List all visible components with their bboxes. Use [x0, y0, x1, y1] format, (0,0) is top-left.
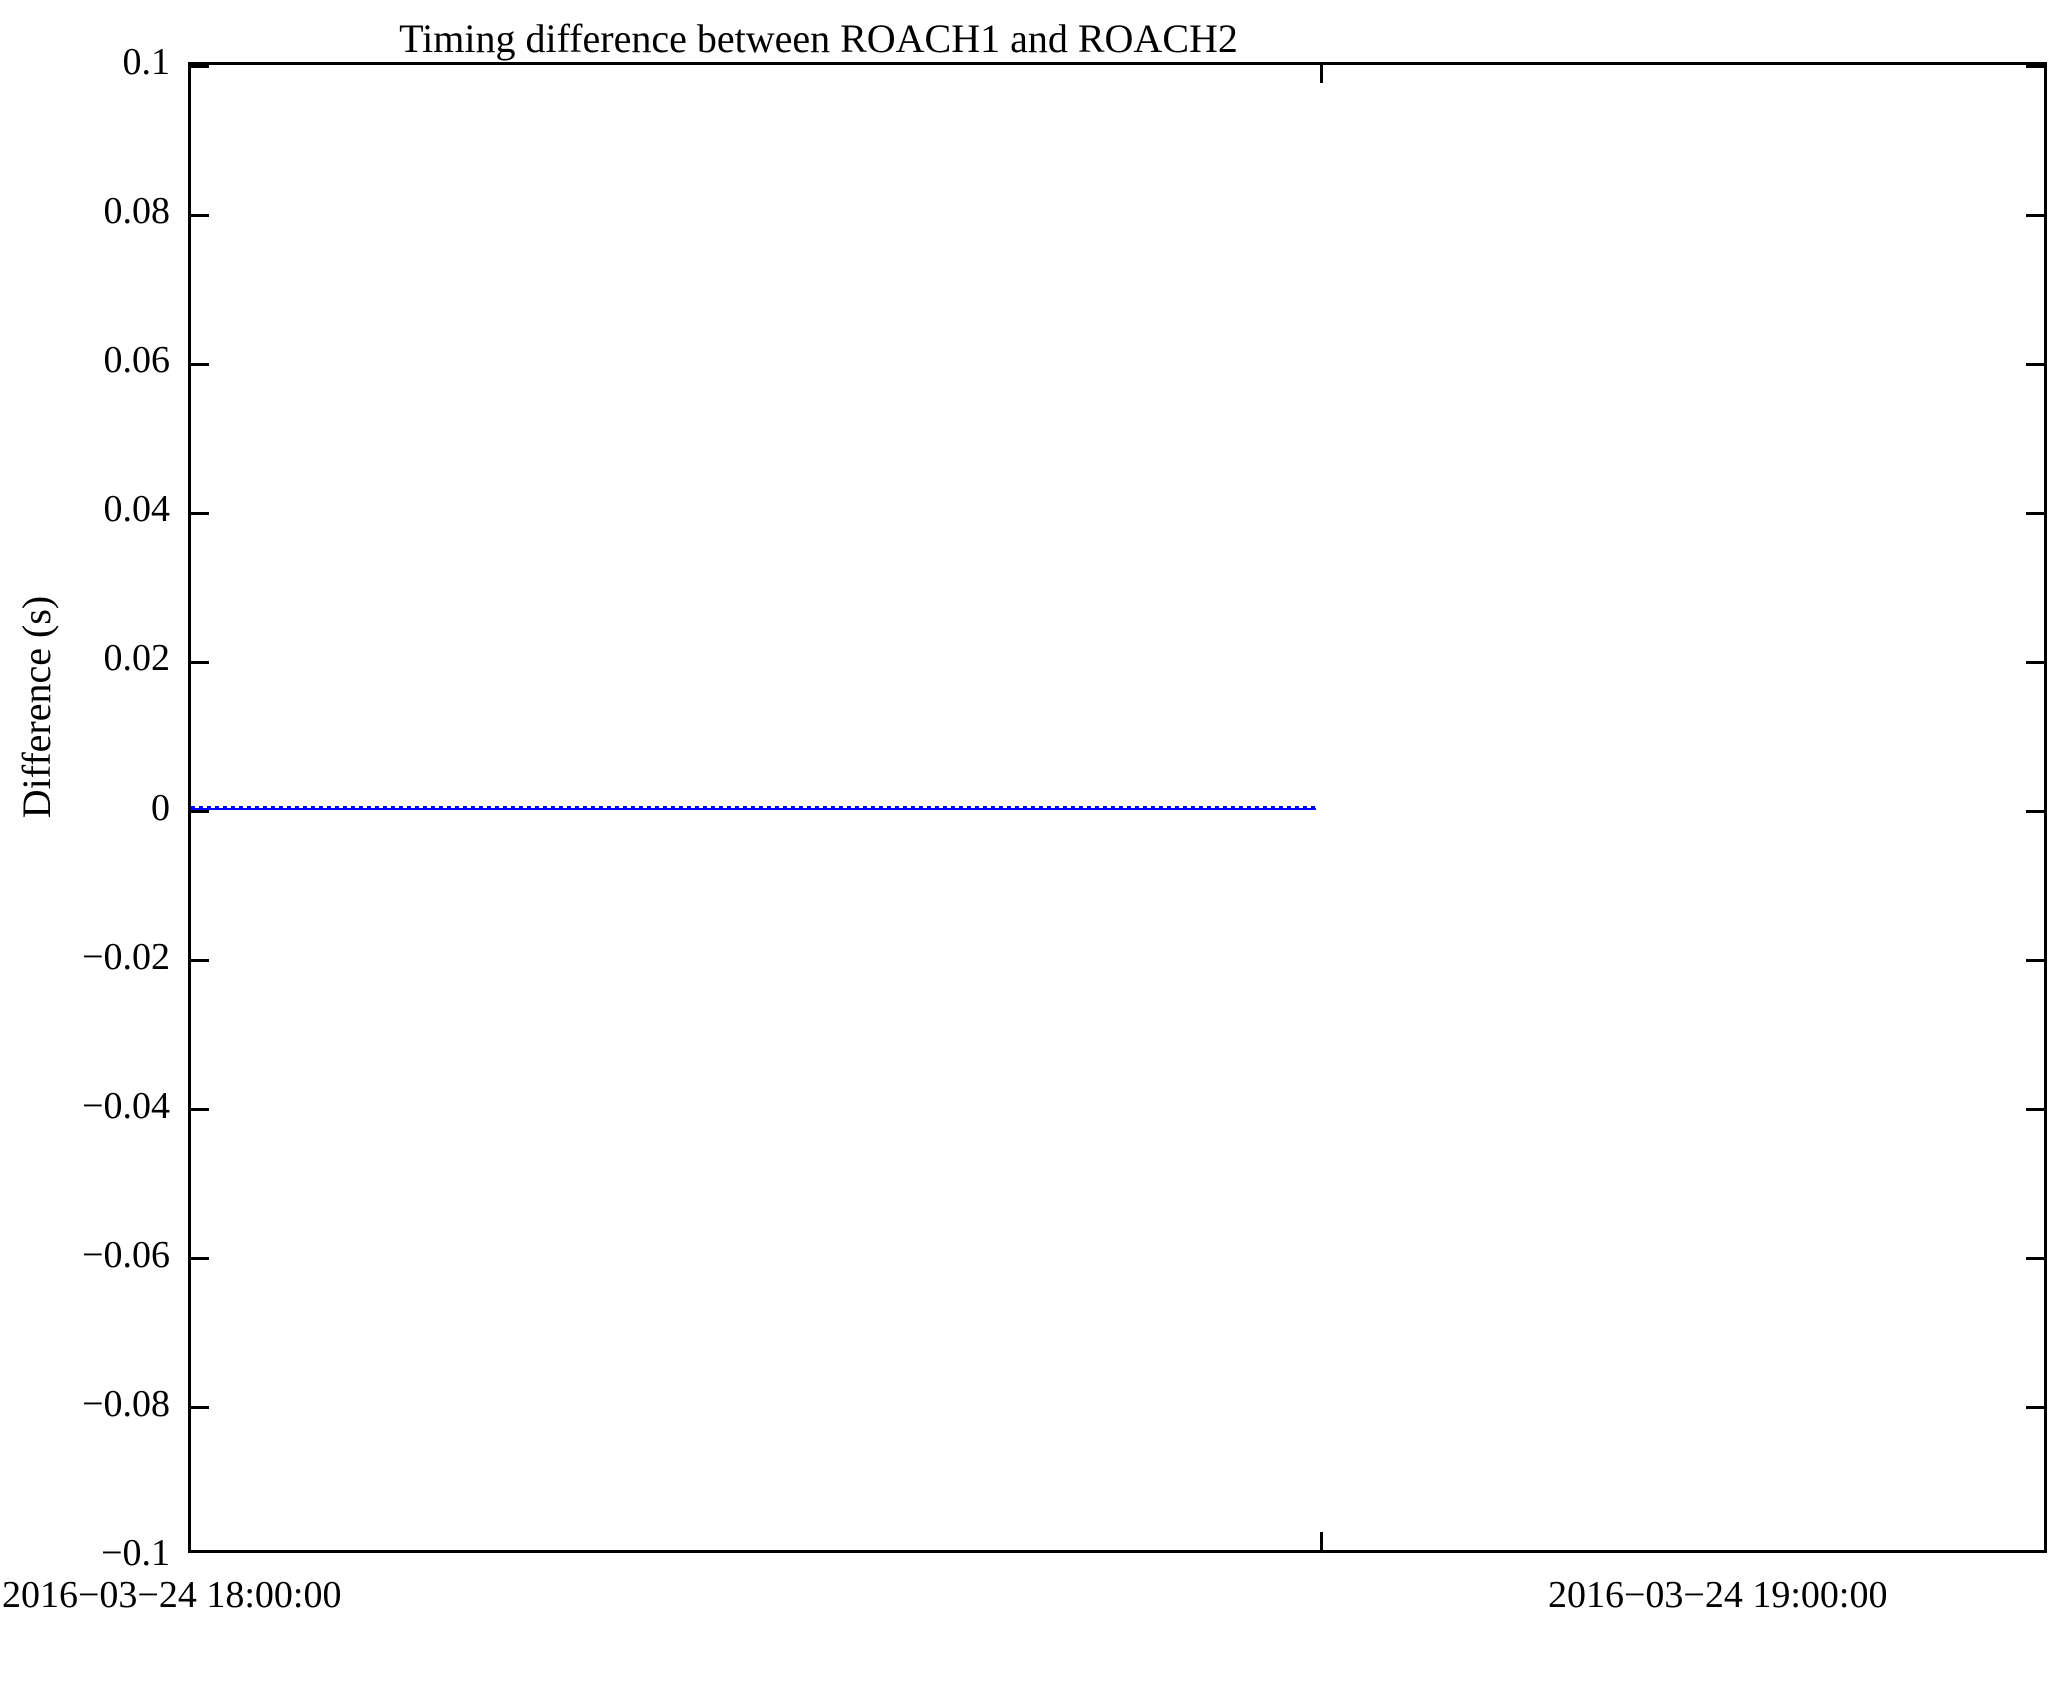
x-tick-mark-bottom [1320, 1532, 1323, 1550]
y-tick-label: 0.04 [103, 488, 171, 530]
y-tick-mark-left [191, 810, 209, 813]
y-tick-mark-right [2026, 661, 2044, 664]
y-tick-label: 0.08 [103, 190, 171, 232]
plot-area [188, 62, 2047, 1553]
series-layer [191, 65, 2044, 1550]
y-tick-mark-right [2026, 65, 2044, 68]
y-tick-label: −0.04 [82, 1085, 170, 1127]
y-tick-label: 0.06 [103, 339, 171, 381]
chart-title: Timing difference between ROACH1 and ROA… [0, 16, 2067, 62]
y-tick-mark-right [2026, 959, 2044, 962]
x-tick-label: 2016−03−24 18:00:00 [2, 1574, 342, 1616]
y-tick-label: 0 [151, 787, 170, 829]
y-tick-mark-right [2026, 214, 2044, 217]
y-tick-mark-right [2026, 1108, 2044, 1111]
x-tick-mark-top [1320, 65, 1323, 83]
y-tick-mark-left [191, 959, 209, 962]
chart-title-text: Timing difference between ROACH1 and ROA… [399, 16, 1238, 61]
y-tick-mark-right [2026, 512, 2044, 515]
y-tick-mark-left [191, 214, 209, 217]
y-tick-mark-right [2026, 1257, 2044, 1260]
y-tick-mark-right [2026, 810, 2044, 813]
y-tick-label: −0.02 [82, 936, 170, 978]
y-tick-mark-left [191, 1108, 209, 1111]
data-line-timing-difference [191, 805, 1316, 810]
y-tick-label: −0.08 [82, 1383, 170, 1425]
y-tick-mark-right [2026, 1406, 2044, 1409]
y-tick-label: −0.1 [101, 1532, 170, 1574]
y-tick-mark-left [191, 512, 209, 515]
x-tick-label: 2016−03−24 19:00:00 [1548, 1574, 1888, 1616]
y-tick-label: 0.02 [103, 637, 171, 679]
y-tick-label: 0.1 [122, 41, 171, 83]
y-tick-mark-left [191, 65, 209, 68]
y-tick-mark-left [191, 1257, 209, 1260]
y-tick-mark-right [2026, 363, 2044, 366]
y-tick-label: −0.06 [82, 1234, 170, 1276]
y-tick-mark-left [191, 661, 209, 664]
y-tick-mark-left [191, 1406, 209, 1409]
y-tick-mark-left [191, 363, 209, 366]
